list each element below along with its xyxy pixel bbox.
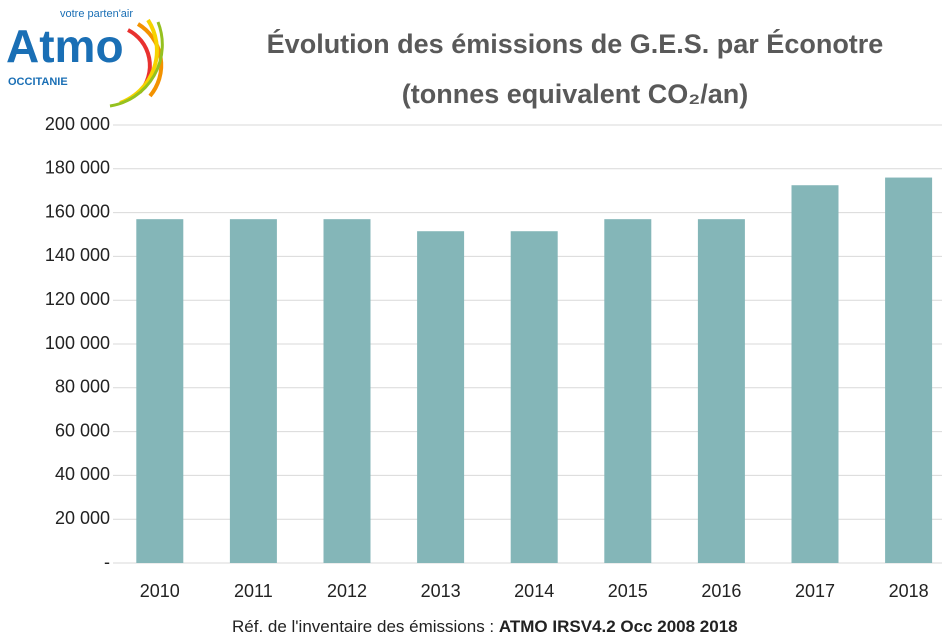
source-prefix: Réf. de l'inventaire des émissions : bbox=[232, 617, 499, 636]
source-note: Réf. de l'inventaire des émissions : ATM… bbox=[232, 617, 738, 636]
y-tick-label: 180 000 bbox=[45, 158, 110, 178]
logo-tagline: votre parten'air bbox=[60, 8, 133, 20]
x-tick-label: 2015 bbox=[608, 581, 648, 601]
bar bbox=[136, 219, 184, 564]
bar bbox=[604, 219, 652, 564]
bar bbox=[885, 177, 933, 563]
chart-title: Évolution des émissions de G.E.S. par Éc… bbox=[267, 28, 884, 59]
y-tick-label: - bbox=[104, 552, 110, 572]
bar bbox=[417, 231, 465, 563]
x-tick-label: 2011 bbox=[234, 581, 273, 601]
x-tick-label: 2013 bbox=[421, 581, 461, 601]
bar bbox=[791, 185, 839, 563]
x-tick-label: 2012 bbox=[327, 581, 367, 601]
y-tick-label: 80 000 bbox=[55, 377, 110, 397]
logo-arc bbox=[109, 21, 164, 108]
x-tick-label: 2017 bbox=[795, 581, 835, 601]
y-tick-label: 60 000 bbox=[55, 420, 110, 440]
bar bbox=[323, 219, 371, 564]
y-tick-label: 140 000 bbox=[45, 245, 110, 265]
y-tick-label: 100 000 bbox=[45, 333, 110, 353]
bar bbox=[229, 219, 277, 564]
source: ATMO IRSV4.2 Occ 2008 2018 bbox=[499, 617, 738, 636]
y-tick-label: 120 000 bbox=[45, 289, 110, 309]
x-tick-label: 2016 bbox=[701, 581, 741, 601]
y-tick-label: 200 000 bbox=[45, 114, 110, 134]
logo-region: OCCITANIE bbox=[8, 76, 68, 88]
y-tick-label: 20 000 bbox=[55, 508, 110, 528]
logo: votre parten'air Atmo OCCITANIE bbox=[6, 8, 164, 108]
chart-subtitle: (tonnes equivalent CO₂/an) bbox=[402, 79, 749, 109]
bar bbox=[697, 219, 745, 564]
bar bbox=[510, 231, 558, 563]
x-tick-label: 2018 bbox=[889, 581, 929, 601]
x-tick-label: 2010 bbox=[140, 581, 180, 601]
y-tick-label: 160 000 bbox=[45, 201, 110, 221]
logo-name: Atmo bbox=[6, 20, 124, 72]
y-tick-label: 40 000 bbox=[55, 464, 110, 484]
x-tick-label: 2014 bbox=[514, 581, 554, 601]
